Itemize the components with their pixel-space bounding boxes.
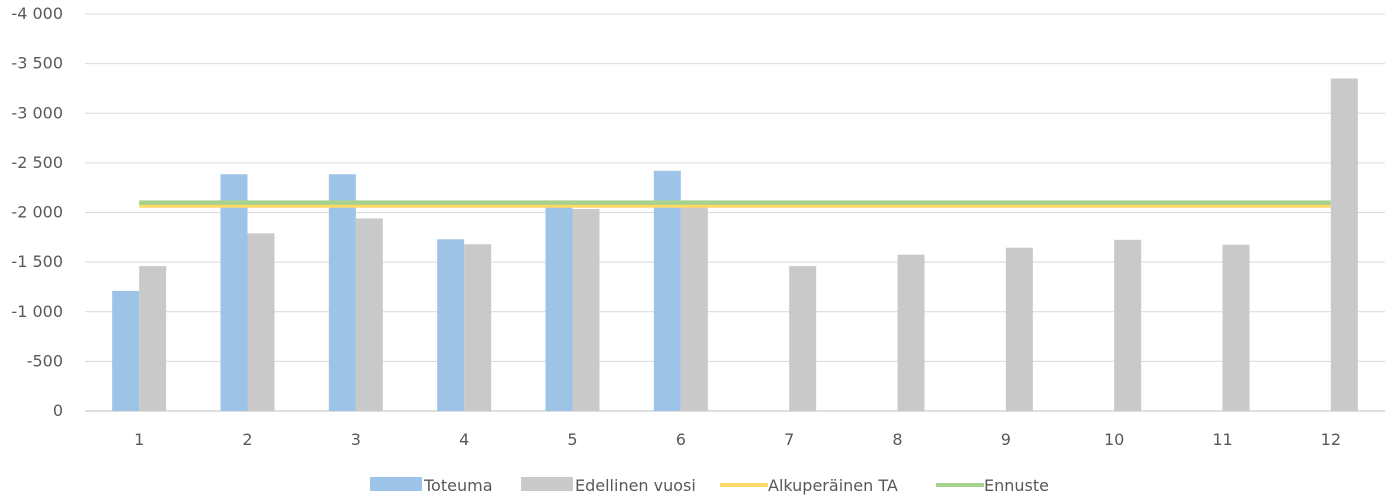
bar xyxy=(680,206,708,411)
y-tick-label: -1 000 xyxy=(11,302,63,321)
legend-swatch xyxy=(521,477,573,491)
x-axis-ticks: 1 2 3 4 5 6 7 8 9 10 11 12 xyxy=(134,430,1341,449)
bar xyxy=(545,207,573,411)
bar xyxy=(572,209,600,411)
x-tick-label: 7 xyxy=(784,430,794,449)
bar xyxy=(437,239,465,411)
y-tick-label: -4 000 xyxy=(11,4,63,23)
y-tick-label: -2 000 xyxy=(11,203,63,222)
y-tick-label: -3 500 xyxy=(11,54,63,73)
x-tick-label: 4 xyxy=(459,430,469,449)
bars xyxy=(112,78,1358,411)
y-tick-label: -3 000 xyxy=(11,103,63,122)
legend-swatch xyxy=(370,477,422,491)
bar xyxy=(355,218,383,411)
x-tick-label: 8 xyxy=(892,430,902,449)
bar xyxy=(328,174,356,411)
bar xyxy=(464,244,492,411)
x-tick-label: 11 xyxy=(1212,430,1232,449)
y-tick-label: -500 xyxy=(27,351,63,370)
bar xyxy=(220,174,248,411)
legend-label: Edellinen vuosi xyxy=(575,476,696,495)
x-tick-label: 12 xyxy=(1321,430,1341,449)
y-tick-label: 0 xyxy=(53,401,63,420)
x-tick-label: 2 xyxy=(242,430,252,449)
y-tick-label: -1 500 xyxy=(11,252,63,271)
series-lines xyxy=(139,200,1331,208)
x-tick-label: 5 xyxy=(567,430,577,449)
bar xyxy=(897,254,925,411)
x-tick-label: 1 xyxy=(134,430,144,449)
bar xyxy=(1114,239,1142,411)
bar xyxy=(1222,244,1250,411)
bar xyxy=(1330,78,1358,411)
bar xyxy=(139,266,167,411)
y-axis-ticks: 0 -500 -1 000 -1 500 -2 000 -2 500 -3 000 -3 50… xyxy=(11,4,63,420)
bar xyxy=(112,290,140,411)
legend-label: Alkuperäinen TA xyxy=(768,476,898,495)
x-tick-label: 3 xyxy=(351,430,361,449)
gridlines xyxy=(85,13,1385,412)
legend: Toteuma Edellinen vuosi Alkuperäinen TA Enn… xyxy=(370,476,1049,495)
legend-label: Toteuma xyxy=(423,476,493,495)
x-tick-label: 9 xyxy=(1001,430,1011,449)
x-tick-label: 6 xyxy=(676,430,686,449)
y-tick-label: -2 500 xyxy=(11,153,63,172)
bar xyxy=(653,170,681,411)
x-tick-label: 10 xyxy=(1104,430,1124,449)
legend-label: Ennuste xyxy=(984,476,1049,495)
bar xyxy=(1005,247,1033,411)
bar xyxy=(247,233,275,411)
bar xyxy=(789,266,817,411)
